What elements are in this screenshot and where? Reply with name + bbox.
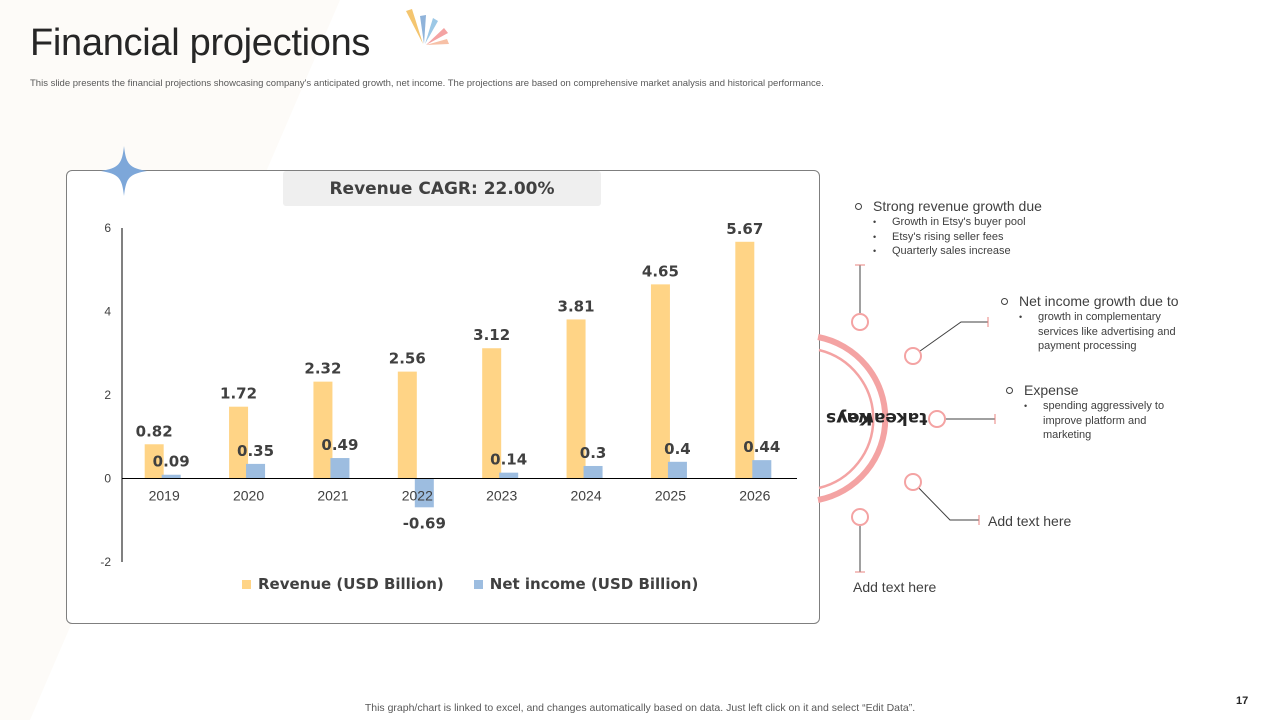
legend-label-net-income: Net income (USD Billion) — [489, 575, 699, 593]
bar-net-income — [246, 463, 266, 479]
takeaway-block-3: Expense spending aggressively to improve… — [1004, 382, 1164, 443]
add-text-placeholder-1[interactable]: Add text here — [988, 513, 1072, 529]
takeaways-ring-outer — [817, 334, 889, 503]
data-label-net-income: 0.35 — [237, 442, 274, 460]
takeaway-bullet: Growth in Etsy's buyer pool — [873, 215, 1042, 230]
data-label-revenue: 3.12 — [473, 326, 510, 344]
page-title: Financial projections — [30, 22, 371, 64]
data-label-revenue: 1.72 — [220, 385, 257, 403]
takeaway-bullet: spending aggressively to — [1024, 399, 1164, 414]
takeaway-bullet: Quarterly sales increase — [873, 244, 1042, 259]
takeaway-node-1 — [851, 313, 869, 331]
x-tick-label: 2022 — [402, 488, 433, 504]
bar-net-income — [161, 474, 181, 479]
y-tick-label: 0 — [104, 472, 111, 486]
legend-swatch-net-income — [473, 579, 483, 589]
page-subtitle: This slide presents the financial projec… — [30, 78, 824, 89]
bar-net-income — [667, 461, 687, 479]
takeaway-continuation: improve platform and — [1043, 414, 1147, 427]
takeaway-continuation: payment processing — [1038, 340, 1137, 352]
legend-item-net-income[interactable]: Net income (USD Billion) — [473, 575, 699, 593]
data-label-revenue: 2.56 — [389, 350, 426, 368]
bar-revenue — [482, 348, 502, 479]
legend-swatch-revenue — [242, 579, 251, 589]
bar-net-income — [752, 460, 772, 479]
bar-net-income — [583, 465, 603, 479]
data-label-revenue: 0.82 — [136, 422, 173, 440]
takeaway-continuation: services like advertising and — [1038, 325, 1176, 338]
legend-item-revenue[interactable]: Revenue (USD Billion) — [242, 575, 444, 593]
key-takeaways-label: Key takeaways — [816, 353, 927, 483]
y-tick-label: 4 — [104, 305, 111, 319]
x-tick-label: 2025 — [655, 488, 686, 504]
data-label-net-income: 0.44 — [743, 438, 780, 456]
takeaway-heading-2: Net income growth due to — [999, 293, 1179, 310]
x-tick-label: 2021 — [317, 488, 348, 504]
data-label-net-income: 0.14 — [490, 451, 527, 469]
chart-legend: Revenue (USD Billion) Net income (USD Bi… — [242, 575, 698, 593]
data-label-revenue: 4.65 — [642, 262, 679, 280]
data-label-net-income: 0.09 — [153, 453, 190, 471]
x-tick-label: 2019 — [149, 488, 180, 504]
legend-label-revenue: Revenue (USD Billion) — [258, 575, 444, 593]
footer-note: This graph/chart is linked to excel, and… — [364, 702, 916, 714]
takeaways-ring-inner — [818, 348, 875, 490]
takeaway-bullet: Etsy's rising seller fees — [873, 230, 1042, 245]
takeaway-node-3 — [928, 410, 946, 428]
takeaway-node-5 — [851, 508, 869, 526]
takeaway-bullet: growth in complementary — [1019, 310, 1179, 325]
chart-title: Revenue CAGR: 22.00% — [283, 171, 601, 206]
data-label-revenue: 2.32 — [304, 360, 341, 378]
x-tick-label: 2023 — [486, 488, 517, 504]
data-label-net-income: 0.4 — [664, 440, 691, 458]
decorative-fan-icon — [406, 9, 449, 45]
bar-revenue — [650, 284, 670, 479]
bar-net-income — [499, 472, 519, 479]
bar-revenue — [397, 371, 417, 479]
page-number: 17 — [1236, 695, 1249, 707]
data-label-net-income: 0.49 — [321, 436, 358, 454]
y-tick-label: 2 — [104, 388, 111, 402]
chart-frame — [66, 170, 820, 624]
bar-revenue — [229, 406, 249, 479]
takeaway-heading-1: Strong revenue growth due — [853, 198, 1042, 215]
x-tick-label: 2020 — [233, 488, 264, 504]
key-takeaways-line2: takeaways — [826, 408, 928, 428]
bar-net-income — [330, 458, 350, 479]
takeaway-node-2 — [904, 347, 922, 365]
data-label-net-income: -0.69 — [403, 514, 446, 532]
data-label-revenue: 3.81 — [558, 297, 595, 315]
data-label-revenue: 5.67 — [726, 220, 763, 238]
y-tick-label: -2 — [100, 555, 111, 569]
takeaway-continuation: marketing — [1043, 429, 1092, 441]
connector-4 — [912, 481, 979, 521]
x-tick-label: 2026 — [739, 488, 770, 504]
add-text-placeholder-2[interactable]: Add text here — [853, 579, 937, 595]
takeaway-block-1: Strong revenue growth due Growth in Etsy… — [853, 198, 1042, 259]
data-label-net-income: 0.3 — [580, 444, 607, 462]
bar-revenue — [144, 444, 164, 479]
bar-revenue — [313, 381, 333, 479]
takeaway-heading-3: Expense — [1004, 382, 1164, 399]
bar-net-income — [414, 478, 434, 508]
sparkle-icon — [101, 146, 147, 196]
bar-revenue — [566, 319, 586, 479]
takeaway-node-4 — [904, 473, 922, 491]
connector-2 — [912, 321, 988, 357]
bar-revenue — [735, 241, 755, 479]
x-tick-label: 2024 — [570, 488, 601, 504]
takeaway-block-2: Net income growth due to growth in compl… — [999, 293, 1179, 354]
y-tick-label: 6 — [104, 221, 111, 235]
